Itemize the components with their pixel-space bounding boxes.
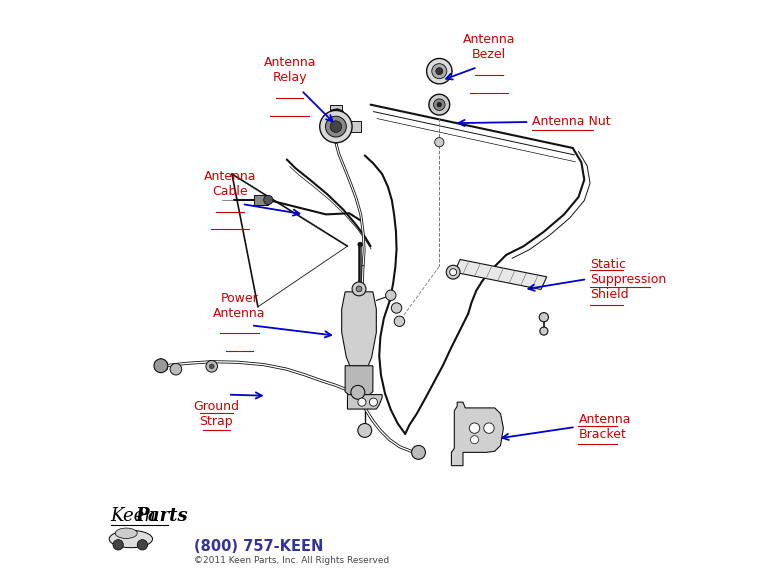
Circle shape [358, 242, 363, 247]
Circle shape [539, 313, 548, 322]
Polygon shape [345, 366, 373, 395]
Text: Power
Antenna: Power Antenna [213, 292, 266, 320]
Circle shape [470, 423, 480, 433]
Circle shape [484, 423, 494, 433]
Polygon shape [451, 402, 504, 466]
Circle shape [436, 68, 443, 75]
Circle shape [209, 364, 214, 369]
Circle shape [435, 138, 444, 147]
Circle shape [137, 540, 148, 550]
Text: Antenna
Bracket: Antenna Bracket [578, 413, 631, 441]
Circle shape [540, 327, 548, 335]
Text: Keen: Keen [111, 507, 156, 525]
Circle shape [356, 286, 362, 292]
Circle shape [391, 303, 402, 313]
Text: Parts: Parts [136, 507, 188, 525]
Text: Antenna
Bezel: Antenna Bezel [463, 34, 515, 61]
Circle shape [434, 99, 445, 111]
Circle shape [470, 435, 479, 444]
Circle shape [320, 111, 352, 143]
Circle shape [351, 386, 365, 400]
Ellipse shape [116, 528, 137, 538]
Text: (800) 757-KEEN: (800) 757-KEEN [194, 538, 323, 554]
Circle shape [358, 398, 366, 406]
Circle shape [170, 364, 182, 375]
Circle shape [394, 316, 405, 327]
Bar [254, 195, 268, 204]
Circle shape [154, 359, 168, 373]
Polygon shape [347, 395, 382, 409]
Circle shape [263, 195, 273, 204]
Polygon shape [454, 259, 547, 290]
Circle shape [352, 282, 366, 296]
Circle shape [437, 102, 442, 107]
Text: Antenna
Cable: Antenna Cable [204, 170, 256, 198]
Circle shape [330, 121, 342, 133]
Bar [330, 105, 342, 113]
Text: ©2011 Keen Parts, Inc. All Rights Reserved: ©2011 Keen Parts, Inc. All Rights Reserv… [194, 556, 390, 565]
Circle shape [450, 269, 457, 276]
Circle shape [326, 116, 346, 137]
Text: Static
Suppression
Shield: Static Suppression Shield [590, 258, 666, 301]
Circle shape [427, 58, 452, 84]
Circle shape [206, 361, 217, 372]
Circle shape [447, 265, 460, 279]
Text: Ground
Strap: Ground Strap [193, 401, 239, 428]
Bar [351, 121, 361, 133]
Circle shape [429, 94, 450, 115]
Circle shape [386, 290, 396, 301]
Ellipse shape [109, 530, 152, 548]
Text: Antenna Nut: Antenna Nut [532, 115, 611, 129]
Text: Antenna
Relay: Antenna Relay [263, 56, 316, 85]
Circle shape [358, 423, 372, 437]
Circle shape [412, 445, 426, 459]
Circle shape [432, 64, 447, 79]
Circle shape [113, 540, 123, 550]
Circle shape [370, 398, 377, 406]
Polygon shape [342, 292, 377, 366]
